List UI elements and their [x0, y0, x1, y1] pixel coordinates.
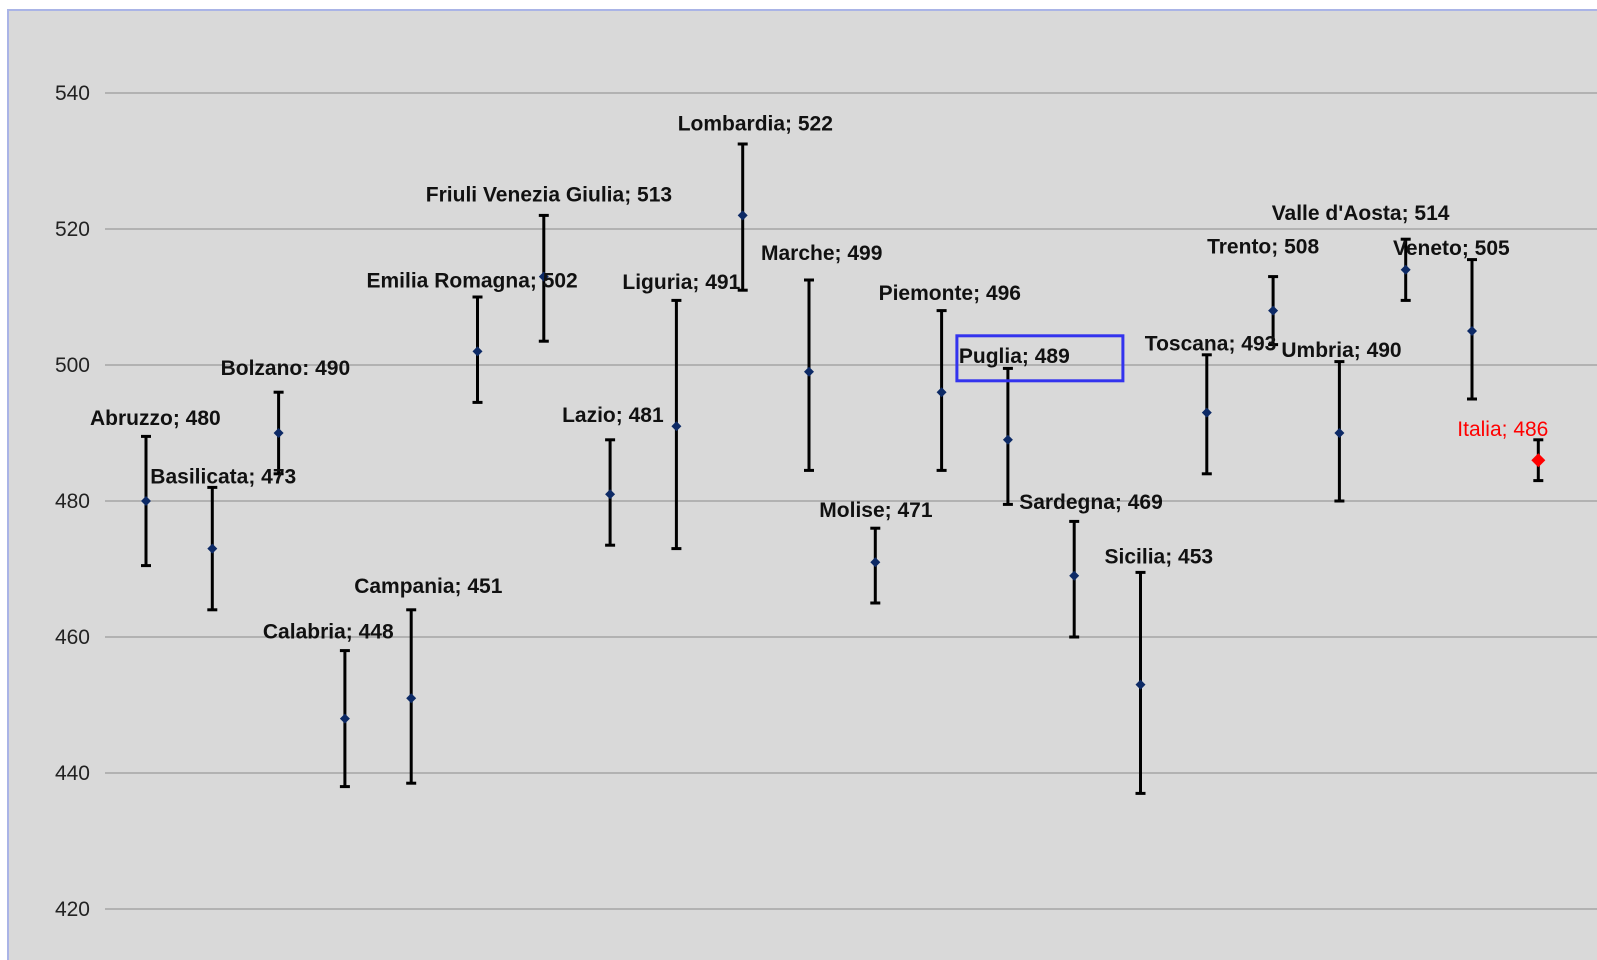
- data-label-liguria: Liguria; 491: [622, 271, 740, 294]
- point-puglia: [1002, 434, 1013, 445]
- point-bolzano: [273, 428, 284, 438]
- y-tick-label-520: 520: [55, 218, 90, 241]
- data-points: [141, 210, 1546, 724]
- y-tick-label-540: 540: [55, 82, 90, 105]
- point-liguria: [671, 421, 682, 432]
- point-umbria: [1334, 428, 1345, 438]
- gridlines: [105, 92, 1597, 910]
- y-tick-label-460: 460: [55, 626, 90, 649]
- point-abruzzo: [141, 496, 151, 506]
- data-label-sicilia: Sicilia; 453: [1105, 546, 1214, 569]
- data-label-veneto: Veneto; 505: [1393, 237, 1510, 260]
- point-calabria: [339, 713, 350, 724]
- plot-frame: [7, 9, 1597, 960]
- data-label-toscana: Toscana; 493: [1145, 333, 1277, 356]
- point-italia: [1531, 453, 1546, 468]
- data-label-italia: Italia; 486: [1457, 418, 1548, 441]
- data-label-valle-d-aosta: Valle d'Aosta; 514: [1272, 202, 1450, 225]
- point-basilicata: [207, 543, 218, 554]
- data-label-piemonte: Piemonte; 496: [879, 282, 1021, 305]
- point-piemonte: [936, 387, 947, 398]
- point-sicilia: [1135, 679, 1146, 690]
- point-valle-d-aosta: [1400, 264, 1411, 275]
- y-tick-label-480: 480: [55, 490, 90, 513]
- data-label-puglia: Puglia; 489: [959, 345, 1070, 368]
- data-label-basilicata: Basilicata; 473: [150, 466, 296, 489]
- data-labels: Abruzzo; 480 Basilicata; 473 Bolzano: 490 C…: [90, 112, 1548, 643]
- data-label-umbria: Umbria; 490: [1281, 339, 1401, 362]
- y-tick-label-500: 500: [55, 354, 90, 377]
- point-lazio: [605, 489, 616, 500]
- point-friuli-venezia-giulia: [538, 271, 549, 282]
- y-tick-label-440: 440: [55, 762, 90, 785]
- data-label-abruzzo: Abruzzo; 480: [90, 407, 221, 430]
- callout-box-puglia: [955, 334, 1125, 383]
- y-tick-label-420: 420: [55, 898, 90, 921]
- data-label-calabria: Calabria; 448: [263, 621, 394, 644]
- point-campania: [406, 693, 417, 704]
- y-axis-ticks: 420 440 460 480 500 520 540: [55, 82, 90, 921]
- data-label-sardegna: Sardegna; 469: [1019, 491, 1163, 514]
- point-trento: [1268, 305, 1279, 316]
- point-lombardia: [737, 210, 748, 221]
- point-molise: [870, 557, 881, 568]
- data-label-lazio: Lazio; 481: [562, 404, 664, 427]
- data-label-friuli-venezia-giulia: Friuli Venezia Giulia; 513: [426, 184, 672, 207]
- data-label-campania: Campania; 451: [354, 575, 503, 598]
- point-emilia-romagna: [472, 346, 483, 357]
- data-label-lombardia: Lombardia; 522: [678, 112, 833, 135]
- data-label-molise: Molise; 471: [819, 499, 933, 522]
- data-label-marche: Marche; 499: [761, 242, 882, 265]
- point-toscana: [1201, 407, 1212, 418]
- point-sardegna: [1069, 570, 1080, 581]
- data-label-trento: Trento; 508: [1207, 236, 1319, 259]
- data-label-bolzano: Bolzano: 490: [221, 357, 351, 380]
- data-label-emilia-romagna: Emilia Romagna; 502: [367, 269, 578, 292]
- point-marche: [804, 366, 814, 377]
- point-veneto: [1467, 326, 1477, 336]
